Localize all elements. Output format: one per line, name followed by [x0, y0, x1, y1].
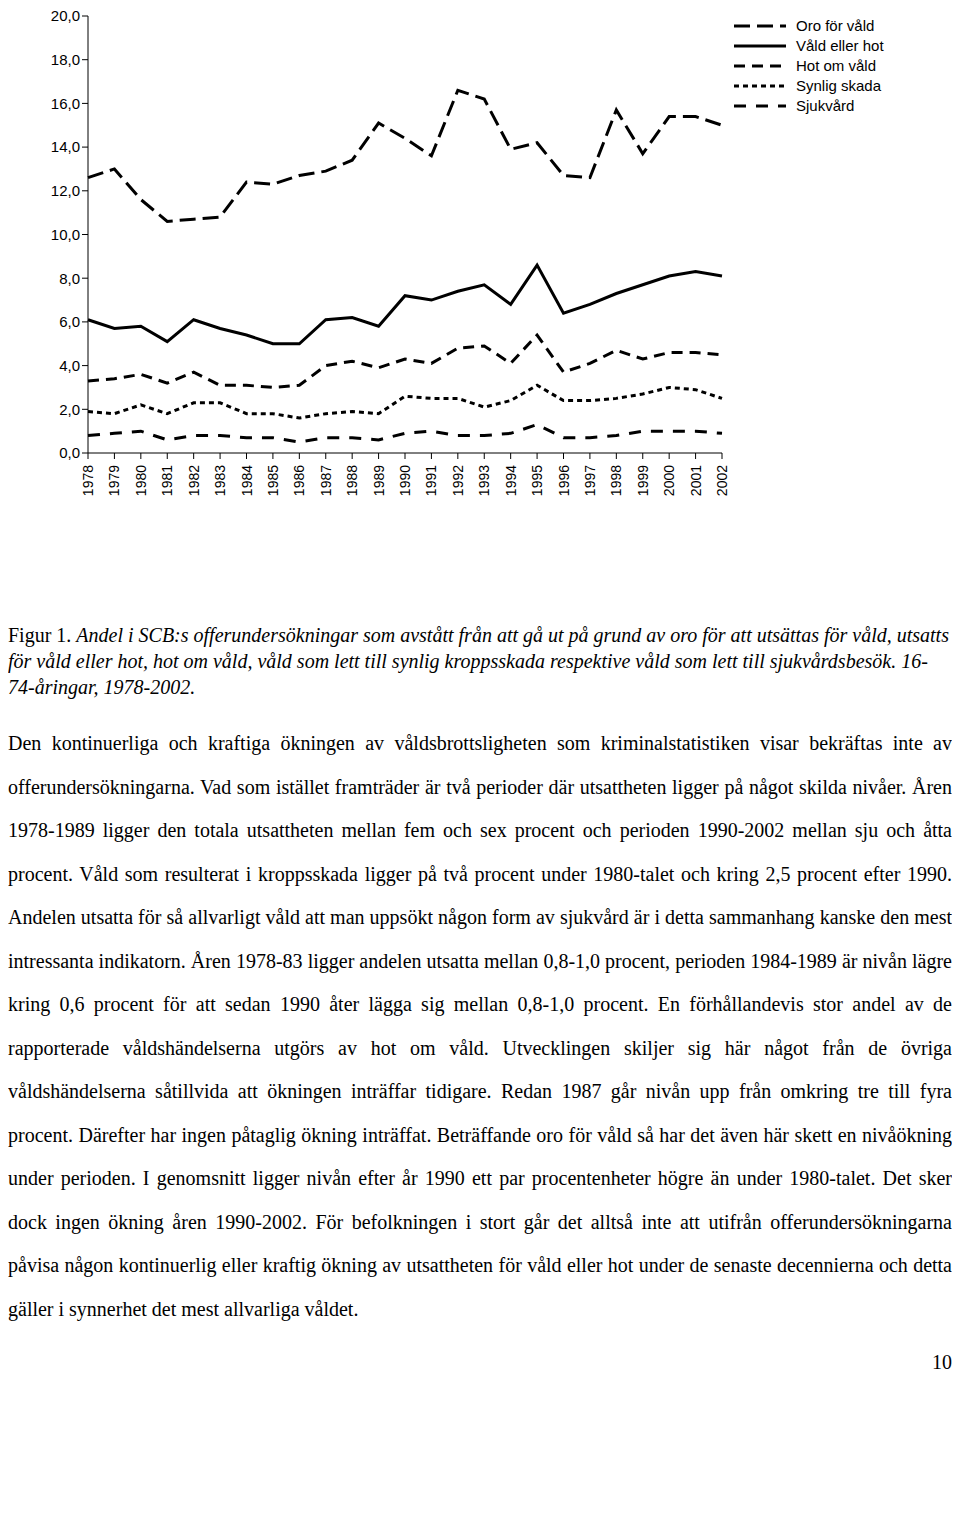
svg-text:10,0: 10,0 [51, 226, 80, 243]
svg-text:1994: 1994 [503, 465, 519, 496]
html-text:Figur 1. Andel i SCB:s offerun: Figur 1. Andel i SCB:s offerundersökning… [8, 624, 949, 698]
svg-text:1987: 1987 [318, 465, 334, 496]
svg-text:1983: 1983 [212, 465, 228, 496]
svg-text:6,0: 6,0 [59, 313, 80, 330]
svg-text:8,0: 8,0 [59, 270, 80, 287]
svg-text:20,0: 20,0 [51, 8, 80, 24]
svg-text:1989: 1989 [371, 465, 387, 496]
html-text:Sjukvård: Sjukvård [796, 97, 855, 114]
svg-text:2000: 2000 [661, 465, 677, 496]
svg-text:2,0: 2,0 [59, 401, 80, 418]
svg-text:1993: 1993 [476, 465, 492, 496]
svg-text:1984: 1984 [239, 465, 255, 496]
svg-text:4,0: 4,0 [59, 357, 80, 374]
svg-text:12,0: 12,0 [51, 182, 80, 199]
svg-text:1992: 1992 [450, 465, 466, 496]
svg-text:1998: 1998 [608, 465, 624, 496]
svg-text:1980: 1980 [133, 465, 149, 496]
html-text:Hot om våld: Hot om våld [796, 57, 876, 74]
svg-text:2001: 2001 [688, 465, 704, 496]
svg-text:1981: 1981 [159, 465, 175, 496]
svg-text:16,0: 16,0 [51, 95, 80, 112]
html-text:Den kontinuerliga och kraftiga: Den kontinuerliga och kraftiga ökningen … [8, 732, 952, 1320]
svg-text:1991: 1991 [423, 465, 439, 496]
svg-text:1978: 1978 [80, 465, 96, 496]
svg-text:1997: 1997 [582, 465, 598, 496]
svg-text:1986: 1986 [291, 465, 307, 496]
svg-text:0,0: 0,0 [59, 444, 80, 461]
svg-text:18,0: 18,0 [51, 51, 80, 68]
svg-text:1982: 1982 [186, 465, 202, 496]
svg-text:1999: 1999 [635, 465, 651, 496]
svg-text:1990: 1990 [397, 465, 413, 496]
html-text:Våld eller hot: Våld eller hot [796, 37, 884, 54]
svg-text:1995: 1995 [529, 465, 545, 496]
svg-text:1988: 1988 [344, 465, 360, 496]
html-text:Oro för våld: Oro för våld [796, 17, 875, 34]
svg-text:1996: 1996 [556, 465, 572, 496]
html-text:Synlig skada: Synlig skada [796, 77, 882, 94]
svg-text:1985: 1985 [265, 465, 281, 496]
svg-text:1979: 1979 [106, 465, 122, 496]
svg-text:14,0: 14,0 [51, 138, 80, 155]
svg-text:2002: 2002 [714, 465, 730, 496]
html-text:10: 10 [932, 1351, 952, 1373]
